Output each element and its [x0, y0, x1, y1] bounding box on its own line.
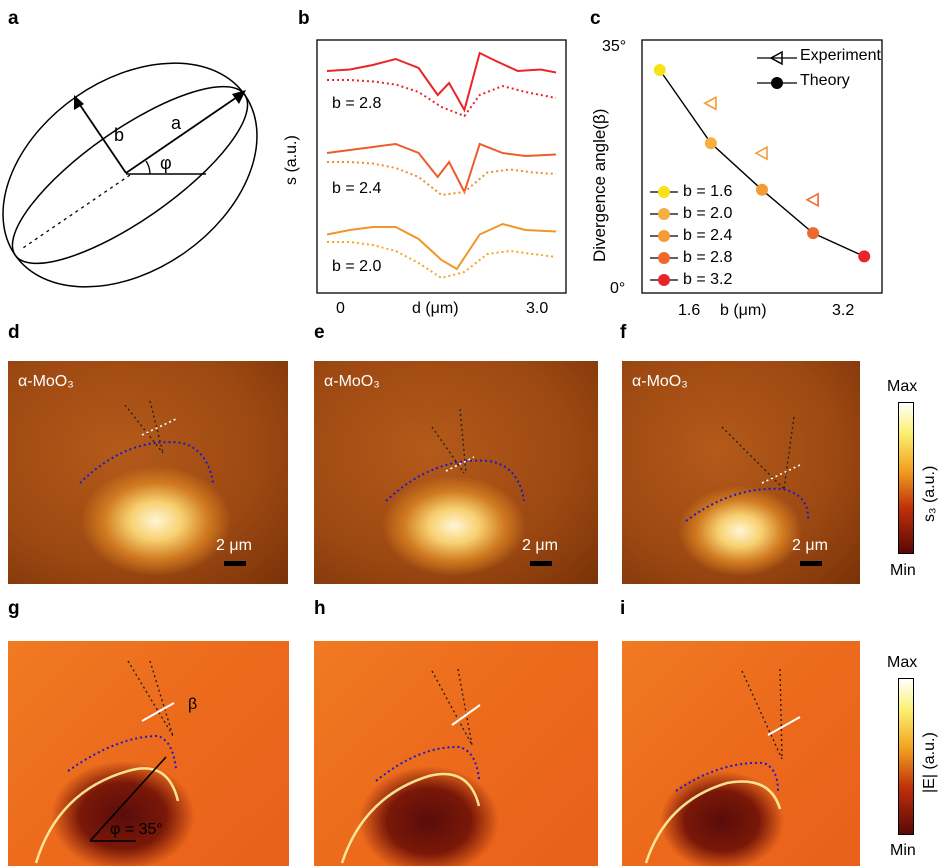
panel-e-image: α-MoO₃ 2 μm: [314, 361, 598, 584]
colorbar-E-max: Max: [887, 654, 918, 671]
label-minor-axis-b: b: [114, 125, 125, 145]
colorbar-E-label: |E| (a.u.): [921, 732, 938, 793]
legend-theory-marker: [771, 77, 783, 89]
panel-label-h: h: [314, 598, 326, 619]
panel-c-xtick-right: 3.2: [832, 302, 855, 319]
panel-f-overlay: [685, 416, 810, 522]
panel-g-image: β φ = 35°: [8, 641, 289, 866]
panel-label-d: d: [8, 322, 20, 343]
colorbar-E-min: Min: [890, 842, 916, 859]
panel-label-a: a: [8, 8, 19, 29]
phi-label: φ = 35°: [110, 821, 163, 838]
curve-b-2-0-theory-dotted-: [327, 241, 557, 280]
panel-e-overlay: [385, 408, 525, 502]
panel-a-diagram: [2, 62, 258, 288]
panel-i-overlay: [644, 668, 801, 864]
label-major-axis-a: a: [171, 113, 182, 133]
panel-label-b: b: [298, 8, 310, 29]
panel-b-xlabel: d (μm): [412, 300, 459, 317]
scale-label-d: 2 μm: [216, 537, 252, 554]
curve-b-2-4-theory-dotted-: [327, 161, 557, 197]
colorbar-E: [898, 678, 914, 835]
experiment-point-2.8: [805, 192, 819, 208]
beta-label: β: [188, 696, 198, 713]
legend-b-2-4-label: b = 2.4: [683, 227, 733, 244]
legend-b-marker-2: [658, 230, 670, 242]
panel-b-chart: [316, 39, 567, 294]
scale-label-e: 2 μm: [522, 537, 558, 554]
panel-c-ylabel: Divergence angle(β): [590, 108, 609, 262]
theory-point-2.8: [807, 227, 820, 240]
panel-label-g: g: [8, 598, 20, 619]
material-label-e: α-MoO₃: [324, 373, 380, 390]
panel-f-image: α-MoO₃ 2 μm: [622, 361, 860, 584]
major-axis-arrow: [125, 94, 241, 174]
panel-label-f: f: [620, 322, 627, 343]
curve-b-2-4-experiment-solid-: [326, 142, 557, 195]
panel-c-ytick-bottom: 0°: [610, 280, 626, 297]
panel-c-chart: [641, 39, 883, 294]
colorbar-s3: [898, 402, 914, 554]
colorbar-s3-max: Max: [887, 378, 918, 395]
material-label-f: α-MoO₃: [632, 373, 688, 390]
panel-c-frame: [641, 39, 883, 294]
theory-point-3.2: [858, 250, 871, 263]
scale-label-f: 2 μm: [792, 537, 828, 554]
panel-h-image: [314, 641, 598, 866]
minor-axis-arrow: [77, 101, 127, 174]
curve-b-2-8-experiment-solid-: [326, 51, 557, 113]
legend-b-2-0-label: b = 2.0: [683, 205, 733, 222]
dotted-axis-line: [19, 174, 131, 251]
colorbar-s3-label: s₃ (a.u.): [921, 465, 938, 522]
panel-c-xtick-left: 1.6: [678, 302, 701, 319]
panel-label-c: c: [590, 8, 601, 29]
panel-g-overlay: [34, 660, 180, 864]
label-angle-phi: φ: [160, 153, 172, 173]
curve-b-2-0-experiment-solid-: [326, 222, 557, 271]
legend-b-marker-3: [658, 252, 670, 264]
experiment-point-2: [703, 95, 717, 111]
angle-arc: [145, 160, 151, 175]
ellipse-equator: [11, 85, 249, 265]
panel-i-image: [622, 641, 860, 866]
curve-b-2-8-theory-dotted-: [327, 79, 557, 118]
legend-b-marker-1: [658, 208, 670, 220]
legend-theory-label: Theory: [800, 72, 850, 89]
legend-experiment-label: Experiment: [800, 47, 881, 64]
legend-b-3-2-label: b = 3.2: [683, 271, 733, 288]
legend-b-2-8-label: b = 2.8: [683, 249, 733, 266]
panel-b-xtick-0: 0: [336, 300, 345, 317]
legend-b-1-6-label: b = 1.6: [683, 183, 733, 200]
panel-h-overlay: [340, 668, 481, 864]
legend-b-marker-4: [658, 274, 670, 286]
legend-experiment-marker: [769, 50, 783, 66]
curve-label-b-2-8: b = 2.8: [332, 95, 382, 112]
theory-point-2.4: [756, 183, 768, 196]
panel-c-ytick-top: 35°: [602, 38, 627, 55]
panel-b-xtick-3: 3.0: [526, 300, 549, 317]
panel-c-xlabel: b (μm): [720, 302, 767, 319]
major-axis-arrowhead: [232, 90, 246, 104]
legend-b-marker-0: [658, 186, 670, 198]
ellipse-outer: [2, 62, 258, 288]
panel-d-image: α-MoO₃ 2 μm: [8, 361, 288, 584]
theory-point-2: [704, 137, 717, 150]
scale-bar-f: [800, 561, 822, 566]
panel-b-ylabel: s (a.u.): [283, 135, 300, 185]
theory-point-1.6: [653, 63, 666, 76]
colorbar-s3-min: Min: [890, 562, 916, 579]
curve-label-b-2-4: b = 2.4: [332, 180, 382, 197]
curve-label-b-2-0: b = 2.0: [332, 258, 382, 275]
minor-axis-arrowhead: [74, 95, 84, 110]
scale-bar-e: [530, 561, 552, 566]
scale-bar-d: [224, 561, 246, 566]
panel-label-i: i: [620, 598, 626, 619]
material-label-d: α-MoO₃: [18, 373, 74, 390]
experiment-point-2.4: [754, 145, 768, 161]
panel-label-e: e: [314, 322, 325, 343]
panel-d-overlay: [79, 400, 214, 484]
panel-b-frame: [316, 39, 567, 294]
